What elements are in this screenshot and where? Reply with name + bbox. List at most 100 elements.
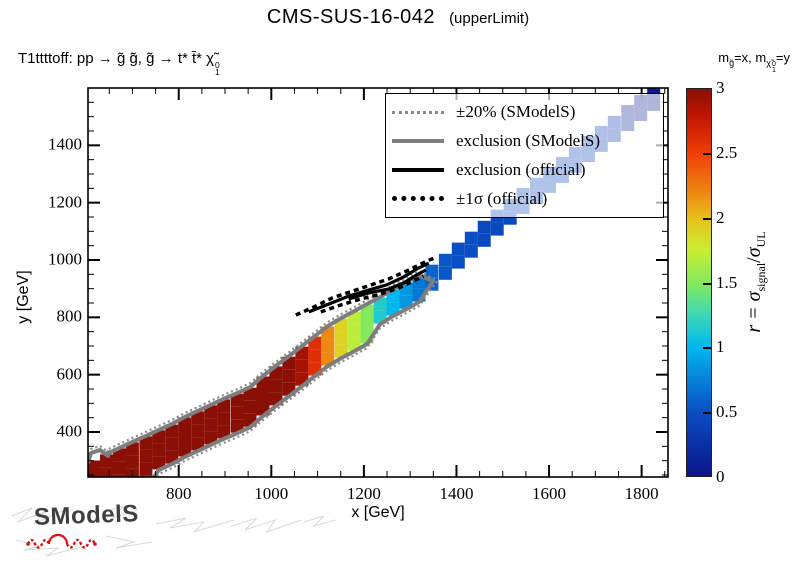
arrow-glyph: → [97, 50, 113, 67]
colorbar-gradient [686, 88, 712, 477]
heatmap-cell [165, 424, 179, 438]
heatmap-cell [256, 389, 270, 403]
heatmap-cell [243, 400, 257, 414]
colorbar-tick-label: 0 [716, 467, 725, 486]
heatmap-cell [113, 461, 126, 475]
heatmap-cell [139, 449, 153, 463]
heatmap-cell [178, 430, 192, 444]
heatmap-cell [295, 359, 309, 373]
heatmap-cell [269, 379, 283, 393]
black-dotted-line-sample [392, 196, 444, 202]
smodels-logo: SModelS [6, 496, 346, 562]
heatmap-cell [464, 231, 478, 245]
heatmap-cell [477, 233, 491, 247]
y-tick-label: 400 [56, 421, 83, 441]
colorbar-tick-label: 3 [716, 78, 725, 97]
official-exclusion-line [308, 261, 430, 314]
heatmap-cell [113, 448, 126, 462]
legend-item-pm20-smodels: ±20% (SModelS) [392, 100, 657, 124]
gray-dotted-line-sample [392, 110, 444, 114]
x-tick-label: 1600 [532, 484, 567, 503]
heatmap-cell [217, 399, 231, 413]
heatmap-cell [347, 324, 361, 338]
heatmap-cell [464, 244, 478, 258]
official-pm1sigma-lower [320, 274, 425, 314]
axes-definition-note: mg̃=x, mχ̃ 0 1 =y [718, 50, 790, 74]
x-tick-label: 1000 [254, 484, 289, 503]
heatmap-cell [113, 474, 126, 477]
colorbar-tick-label: 2.5 [716, 142, 738, 162]
heatmap-cell [360, 317, 374, 331]
colorbar-tick [703, 347, 711, 350]
heatmap-cell [100, 480, 113, 493]
y-axis-title: y [GeV] [15, 270, 32, 324]
heatmap-cell [230, 419, 244, 433]
heatmap-cell [451, 242, 465, 256]
official-exclusion-branch [348, 268, 427, 301]
result-type-label: (upperLimit) [449, 10, 530, 27]
legend-item-exclusion-official: exclusion (official) [392, 158, 657, 182]
heatmap-cell [125, 442, 139, 456]
x-tick-label: 800 [165, 484, 192, 503]
heatmap-cell [125, 455, 139, 469]
legend-box: ±20% (SModelS) exclusion (SModelS) exclu… [385, 93, 664, 218]
pm20-smodels-contour [88, 269, 439, 477]
official-pm1sigma-upper [295, 255, 438, 317]
heatmap-cell [204, 418, 218, 432]
heatmap-cell [438, 253, 452, 267]
x-axis-title: x [GeV] [351, 504, 405, 521]
heatmap-cell [425, 264, 439, 278]
colorbar-tick-label: 1 [716, 337, 725, 357]
logo-scribble-icon [11, 505, 337, 557]
heatmap-cell [191, 411, 205, 425]
feynman-squiggle-icon [26, 533, 97, 549]
heatmap-cell [165, 437, 179, 451]
colorbar-tick [703, 282, 711, 285]
heatmap-cell [100, 467, 113, 477]
colorbar-tick-label: 1.5 [716, 272, 738, 292]
process-label: T1ttttoff: pp → g̃ g̃, g̃ → t* t̄* χ̃ 0 1 [18, 50, 220, 77]
colorbar-tick-label: 0.5 [716, 402, 738, 422]
heatmap-cell [139, 462, 153, 476]
heatmap-cell [438, 266, 452, 280]
heatmap-cell [282, 369, 296, 383]
y-tick-label: 1000 [48, 249, 82, 269]
legend-item-pm1sigma-official: ±1σ (official) [392, 187, 657, 211]
black-solid-line-sample [392, 167, 444, 172]
heatmap-cell [243, 387, 257, 401]
heatmap-cell [152, 430, 166, 444]
heatmap-cell [308, 349, 322, 363]
legend-item-exclusion-smodels: exclusion (SModelS) [392, 129, 657, 153]
page-title: CMS-SUS-16-042 (upperLimit) [0, 6, 796, 29]
heatmap-cell [490, 222, 504, 236]
colorbar-axis-title: r = σsignal/σUL [743, 231, 768, 333]
heatmap-cell [126, 481, 139, 494]
heatmap-cell [191, 424, 205, 438]
heatmap-cell [230, 393, 244, 407]
heatmap-cell [217, 425, 231, 439]
heatmap-cell [204, 431, 218, 445]
gray-solid-line-sample [392, 139, 444, 144]
heatmap-cell [152, 443, 166, 457]
heatmap-cell [647, 88, 661, 98]
y-tick-label: 800 [56, 306, 83, 326]
heatmap-cell [191, 437, 205, 451]
heatmap-cell [477, 220, 491, 234]
heatmap-cell [100, 454, 113, 468]
heatmap-cell [139, 436, 153, 450]
colorbar-tick [703, 152, 711, 155]
analysis-title: CMS-SUS-16-042 [266, 6, 436, 28]
x-tick-label: 1400 [439, 484, 474, 503]
y-tick-label: 1200 [48, 192, 82, 212]
y-tick-label: 600 [56, 364, 83, 384]
logo-text: SModelS [33, 500, 140, 531]
x-tick-label: 1200 [346, 484, 381, 503]
heatmap-cell [334, 331, 348, 345]
heatmap-cell [88, 460, 101, 474]
colorbar-tick-label: 2 [716, 207, 725, 227]
plot-frame [87, 87, 669, 478]
heatmap-cell [217, 412, 231, 426]
x-tick-label: 1800 [624, 484, 659, 503]
